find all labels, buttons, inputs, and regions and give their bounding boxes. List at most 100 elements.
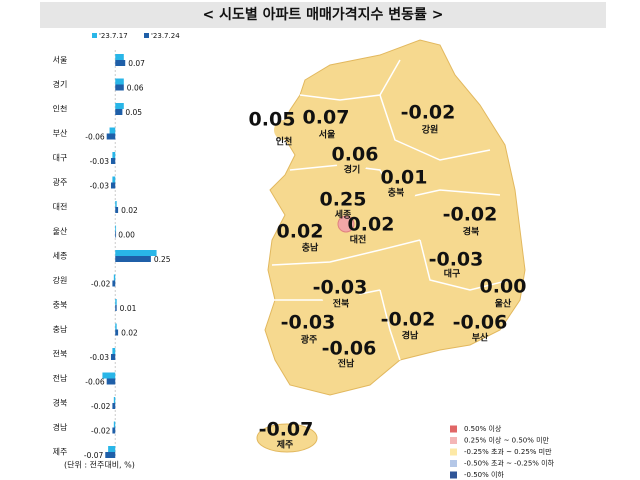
value-label: 0.02 [121, 206, 138, 215]
region-area [337, 215, 355, 233]
map-legend-swatch [450, 425, 457, 433]
region-area [472, 322, 488, 338]
category-label: 충남 [53, 325, 68, 334]
map-legend-label: -0.25% 초과 ~ 0.25% 미만 [464, 447, 552, 456]
bar [106, 378, 116, 385]
bar [115, 60, 126, 66]
category-label: 서울 [53, 56, 68, 65]
region-name: 경기 [344, 164, 361, 176]
bar [108, 446, 116, 452]
region-name: 인천 [276, 137, 293, 148]
category-label: 경기 [53, 79, 68, 89]
bar [113, 421, 116, 428]
bar [115, 299, 117, 305]
bar [112, 427, 116, 434]
title: < 시도별 아파트 매매가격지수 변동률 > [202, 6, 443, 23]
value-label: -0.02 [91, 280, 111, 289]
bar [105, 452, 116, 458]
region-area [320, 270, 360, 310]
bar [115, 250, 157, 256]
region-name: 부산 [472, 332, 489, 344]
region-area [353, 225, 367, 239]
region-name: 경북 [463, 226, 480, 238]
bar [112, 176, 116, 183]
map-legend-label: 0.50% 이상 [464, 424, 502, 433]
category-label: 세종 [53, 252, 68, 261]
bar [115, 207, 119, 213]
bar [112, 152, 116, 158]
category-label: 광주 [53, 177, 68, 187]
region-area [277, 428, 297, 448]
region-area [440, 195, 490, 245]
value-label: -0.03 [90, 182, 110, 191]
category-label: 전남 [53, 373, 68, 383]
bar [115, 103, 124, 109]
region-name: 충북 [388, 187, 405, 199]
region-value: -0.06 [453, 312, 508, 334]
map-legend-swatch [450, 471, 457, 479]
bar [115, 256, 151, 262]
value-label: 0.06 [127, 84, 144, 93]
region-area [384, 174, 416, 206]
region-name: 세종 [335, 209, 352, 221]
region-area [326, 335, 366, 375]
bar [115, 54, 124, 60]
map-legend-label: -0.50% 초과 ~ -0.25% 이하 [464, 459, 555, 468]
value-label: 0.01 [120, 304, 137, 313]
legend-label: '23.7.24 [151, 32, 180, 40]
region-name: 대전 [350, 234, 367, 246]
value-label: -0.03 [90, 353, 110, 362]
map-legend-label: -0.50% 이하 [464, 470, 504, 479]
region-value: 0.02 [277, 221, 324, 243]
value-label: 0.02 [121, 329, 138, 338]
category-label: 경남 [53, 422, 68, 432]
bar [102, 372, 116, 379]
bar [115, 329, 119, 336]
category-label: 강원 [53, 275, 68, 285]
map-legend-label: 0.25% 이상 ~ 0.50% 미만 [464, 436, 550, 445]
region-value: -0.02 [401, 102, 456, 124]
region-value: 0.25 [320, 189, 367, 211]
value-label: 0.00 [118, 231, 135, 240]
region-area [301, 325, 315, 339]
bar [112, 280, 116, 287]
region-value: 0.05 [249, 109, 296, 131]
bar [115, 225, 117, 232]
bar [113, 397, 116, 403]
region-value: 0.02 [348, 214, 395, 236]
region-name: 전북 [333, 298, 350, 310]
region-value: 0.01 [381, 167, 428, 189]
region-area [318, 118, 338, 138]
region-name: 강원 [422, 124, 439, 136]
region-area [336, 144, 368, 176]
legend-label: '23.7.17 [99, 32, 128, 40]
category-label: 충북 [53, 301, 68, 310]
map-legend-swatch [450, 460, 457, 467]
region-value: 0.07 [303, 107, 350, 129]
category-label: 울산 [53, 226, 68, 236]
value-label: 0.07 [128, 59, 145, 68]
region-area [400, 80, 460, 140]
bar [115, 305, 117, 311]
unit-note: (단위 : 전주대비, %) [64, 460, 135, 470]
legend-swatch [144, 33, 149, 38]
region-name: 경남 [402, 330, 419, 342]
region-value: -0.02 [443, 204, 498, 226]
value-label: -0.07 [84, 451, 104, 460]
bar [112, 348, 116, 354]
category-label: 경북 [53, 398, 68, 408]
category-label: 제주 [53, 448, 68, 457]
category-label: 부산 [53, 128, 68, 138]
region-name: 충남 [302, 242, 319, 254]
region-value: -0.02 [381, 309, 436, 331]
bar [110, 354, 116, 360]
region-name: 대구 [444, 268, 461, 280]
category-label: 인천 [53, 104, 68, 114]
title-band [40, 2, 606, 28]
region-area [287, 222, 323, 258]
region-name: 광주 [301, 334, 318, 346]
bar [115, 323, 117, 330]
region-name: 울산 [495, 298, 512, 310]
bar [115, 78, 124, 85]
